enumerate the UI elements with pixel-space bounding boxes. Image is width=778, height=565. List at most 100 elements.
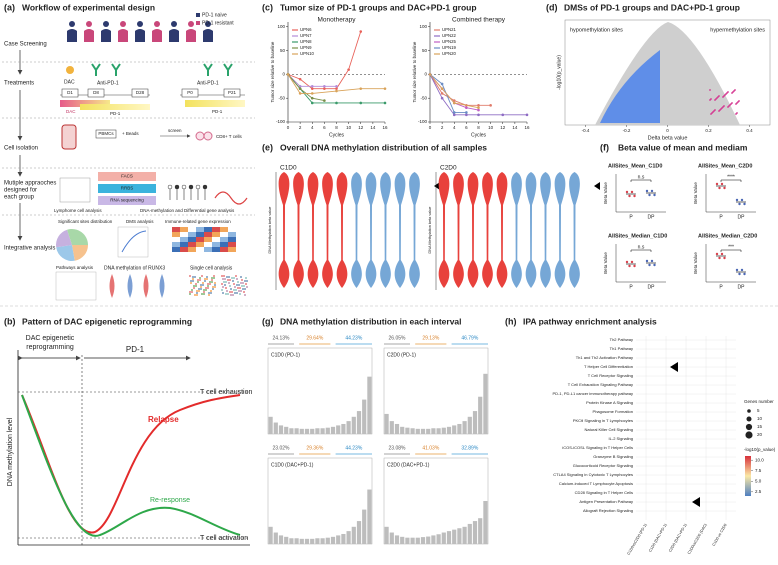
point (440, 92, 444, 95)
sample-point (648, 193, 651, 197)
size-key (745, 423, 753, 431)
x-axis-label: Cycles (471, 132, 487, 138)
umap-icon (231, 291, 233, 293)
pie-icon (72, 245, 88, 261)
umap-icon (201, 275, 203, 277)
pathway-label: Th1 and Th2 Activation Pathway (576, 355, 633, 360)
bar (420, 428, 426, 434)
x-tick-label: 0.4 (746, 128, 753, 133)
sample-point (718, 256, 721, 260)
bar (394, 535, 400, 544)
legend-label: UPN6 (300, 27, 312, 32)
violin (554, 172, 566, 288)
umap-icon (245, 277, 247, 279)
sample-point (630, 190, 634, 194)
panel-label: (c) (262, 2, 273, 12)
lollipop-icon (167, 184, 173, 190)
label: P21 (228, 90, 237, 95)
point (383, 87, 387, 90)
cell-icon (195, 131, 205, 141)
umap-icon (192, 280, 194, 282)
x-tick-label: 16 (524, 125, 530, 130)
umap-icon (221, 289, 223, 291)
point (452, 101, 456, 105)
sample-point (633, 194, 636, 198)
pathway-label: PD-1, PD-L1 cancer immunotherapy pathway (553, 391, 633, 396)
person-icon (135, 29, 145, 42)
umap-icon (226, 290, 228, 292)
series-line (429, 74, 479, 109)
bar (441, 427, 446, 434)
bar (315, 428, 320, 434)
bar (457, 528, 462, 544)
umap-icon (224, 284, 226, 286)
umap-icon (205, 289, 207, 291)
label: Pathways analysis (56, 265, 94, 270)
hyper-point (723, 105, 725, 107)
umap-icon (225, 287, 227, 289)
umap-icon (214, 284, 216, 286)
heatmap-icon (228, 242, 236, 247)
step-label: Integrative analysis (4, 246, 55, 252)
pathway-label: T Cell Exhaustion Signaling Pathway (568, 382, 633, 387)
umap-icon (213, 277, 215, 279)
label: D1 (67, 90, 73, 95)
bar (462, 526, 467, 544)
umap-icon (224, 278, 226, 280)
plot-icon (55, 271, 97, 301)
label: RRBS (121, 186, 134, 191)
pathway-label: PKCθ Signaling in T Lymphocytes (573, 418, 633, 423)
label: Lymphome cell analysis (54, 208, 102, 213)
heatmap-icon (220, 227, 228, 232)
antibody-icon (91, 63, 101, 76)
day-box (131, 88, 149, 98)
person-icon (137, 21, 143, 27)
bar (351, 416, 356, 434)
point (310, 84, 314, 88)
bar (304, 538, 310, 544)
label: DP (648, 284, 656, 290)
y-tick-label: 50 (422, 48, 428, 53)
violin (394, 172, 406, 288)
bar (278, 425, 284, 434)
umap-icon (192, 278, 194, 280)
label: screen (168, 128, 182, 133)
bar (310, 428, 315, 434)
heatmap-icon (204, 232, 212, 237)
label: DP (648, 214, 656, 220)
umap-icon (211, 277, 213, 279)
point (359, 87, 363, 90)
method-box (98, 196, 156, 205)
heatmap-icon (212, 232, 220, 237)
violin (322, 172, 333, 288)
umap-icon (195, 283, 197, 285)
sample-point (720, 252, 724, 256)
legend-label: UPN7 (300, 33, 312, 38)
umap-icon (237, 287, 239, 289)
sample-point (625, 190, 629, 194)
x-tick-label: 0 (666, 128, 669, 133)
bar (426, 428, 431, 434)
plot-frame (383, 457, 489, 545)
umap-icon (206, 276, 208, 278)
heatmap-icon (172, 242, 180, 247)
size-key (747, 409, 751, 413)
umap-icon (228, 276, 230, 278)
umap-icon (204, 278, 206, 280)
series-line (287, 74, 337, 87)
subplot-title: C1D0 (DAC+PD-1) (271, 462, 314, 468)
group-label: C2D0 (440, 165, 457, 172)
bar (362, 509, 367, 544)
umap-icon (223, 281, 225, 283)
tube-icon (61, 124, 77, 150)
dac-bar (60, 100, 110, 107)
pathway-label: CTLA4 Signaling in Cytotoxic T Lymphocyt… (553, 472, 633, 477)
hyper-point (734, 89, 736, 91)
point (335, 84, 338, 88)
chart-title: Combined therapy (452, 17, 506, 24)
umap-icon (244, 294, 246, 296)
heatmap-icon (228, 227, 236, 232)
label: PD-1 naive (202, 12, 227, 18)
label: 10.0 (755, 457, 764, 462)
umap-icon (196, 292, 198, 294)
